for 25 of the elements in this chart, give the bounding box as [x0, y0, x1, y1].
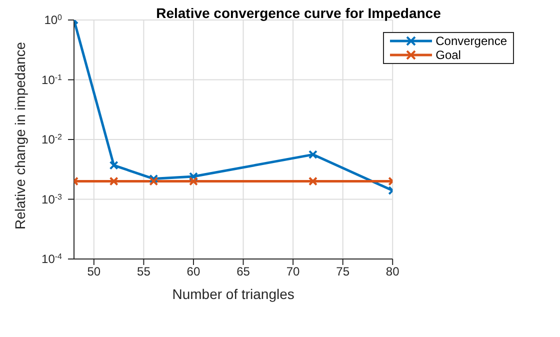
y-tick-label: 10$^{-4}$ — [42, 252, 63, 266]
x-tick-label: 55 — [137, 264, 151, 279]
point — [149, 174, 158, 184]
legend-label: Convergence — [436, 34, 507, 48]
point — [188, 176, 198, 186]
point — [188, 172, 198, 182]
point — [149, 176, 158, 186]
x-tick-label: 80 — [386, 264, 400, 279]
x-axis-title: Number of triangles — [172, 286, 294, 302]
x-tick-label: 65 — [236, 264, 250, 279]
x-tick-label: 50 — [87, 264, 101, 279]
x-tick-label: 75 — [336, 264, 350, 279]
legend-label: Goal — [436, 48, 461, 62]
point — [308, 176, 318, 186]
x-tick-label: 60 — [186, 264, 200, 279]
y-tick-label: 10$^{0}$ — [44, 12, 63, 27]
point — [109, 176, 118, 186]
x-tick-label: 70 — [286, 264, 300, 279]
y-tick-label: 10$^{-1}$ — [42, 72, 63, 87]
point — [308, 150, 318, 160]
point — [109, 160, 118, 170]
y-tick-label: 10$^{-2}$ — [42, 132, 63, 146]
y-axis-title: Relative change in impedance — [12, 42, 28, 230]
y-tick-label: 10$^{-3}$ — [42, 192, 63, 206]
chart-title: Relative convergence curve for Impedance — [156, 5, 442, 21]
